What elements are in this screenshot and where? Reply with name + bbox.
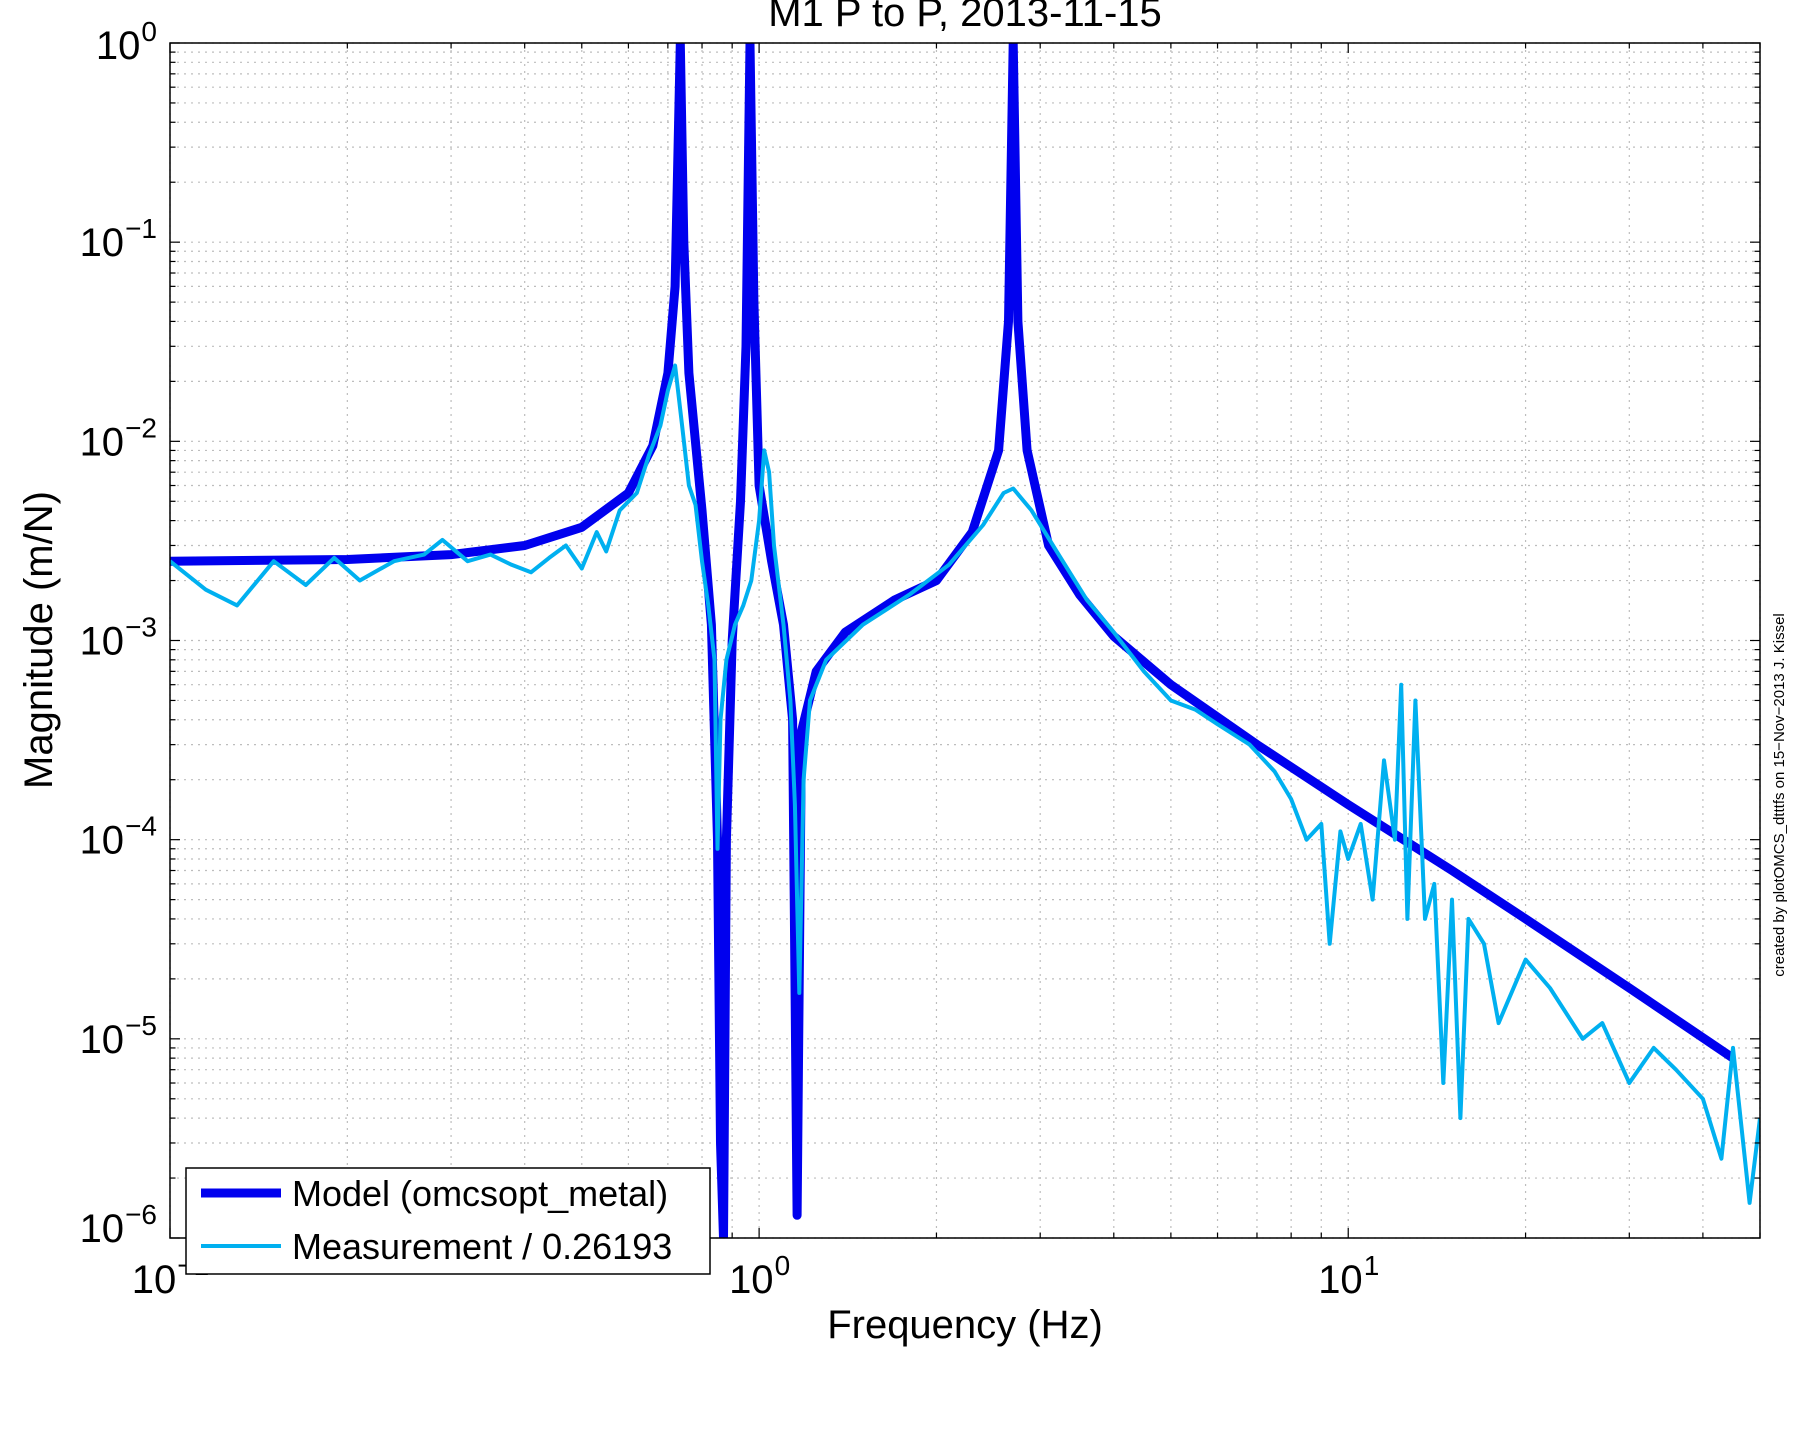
legend-label-model: Model (omcsopt_metal)	[292, 1173, 668, 1214]
y-tick-label-exponent: 0	[141, 16, 157, 47]
y-tick-label: 10 −5	[80, 1010, 157, 1062]
y-tick-label-base: 10	[80, 1207, 125, 1251]
y-tick-label: 10 0	[96, 16, 157, 68]
y-tick-label-exponent: −1	[125, 213, 157, 244]
y-tick-label: 10 −2	[80, 412, 157, 464]
y-tick-label: 10 −6	[80, 1199, 157, 1251]
y-tick-label: 10 −1	[80, 213, 157, 265]
chart-title: M1 P to P, 2013-11-15	[768, 0, 1162, 35]
x-tick-label-exponent: 1	[1364, 1250, 1380, 1281]
series-line-measurement	[170, 363, 1760, 1205]
y-tick-label-base: 10	[80, 221, 125, 265]
legend-label-measurement: Measurement / 0.26193	[292, 1226, 672, 1267]
creator-annotation: created by plotOMCS_dtttfs on 15−Nov−201…	[1771, 613, 1788, 977]
y-tick-label-exponent: −5	[125, 1010, 157, 1041]
grid	[169, 42, 1761, 1239]
y-tick-label-exponent: −6	[125, 1199, 157, 1230]
y-tick-label-base: 10	[96, 24, 141, 68]
y-tick-label-base: 10	[80, 420, 125, 464]
x-tick-label-base: 10	[132, 1258, 177, 1302]
tick-marks	[169, 42, 1761, 1239]
y-tick-label-base: 10	[80, 620, 125, 664]
tick-labels: 10−110010110010−110−210−310−410−510−6	[80, 16, 1380, 1302]
series-line-model	[170, 43, 1736, 1238]
y-tick-label: 10 −4	[80, 811, 157, 863]
y-tick-label-base: 10	[80, 1018, 125, 1062]
y-tick-label: 10 −3	[80, 612, 157, 664]
y-tick-label-exponent: −4	[125, 811, 157, 842]
x-axis-label: Frequency (Hz)	[827, 1303, 1103, 1347]
x-tick-label: 10 0	[729, 1250, 790, 1302]
y-tick-label-exponent: −3	[125, 612, 157, 643]
y-axis-label: Magnitude (m/N)	[17, 491, 61, 789]
x-tick-label: 10 1	[1318, 1250, 1379, 1302]
x-tick-label-base: 10	[729, 1258, 774, 1302]
legend: Model (omcsopt_metal) Measurement / 0.26…	[185, 1167, 711, 1275]
y-tick-label-base: 10	[80, 819, 125, 863]
series-layer	[170, 43, 1760, 1238]
legend-box	[185, 1167, 711, 1275]
y-tick-label-exponent: −2	[125, 412, 157, 443]
x-tick-label-exponent: 0	[775, 1250, 791, 1281]
x-tick-label-base: 10	[1318, 1258, 1363, 1302]
